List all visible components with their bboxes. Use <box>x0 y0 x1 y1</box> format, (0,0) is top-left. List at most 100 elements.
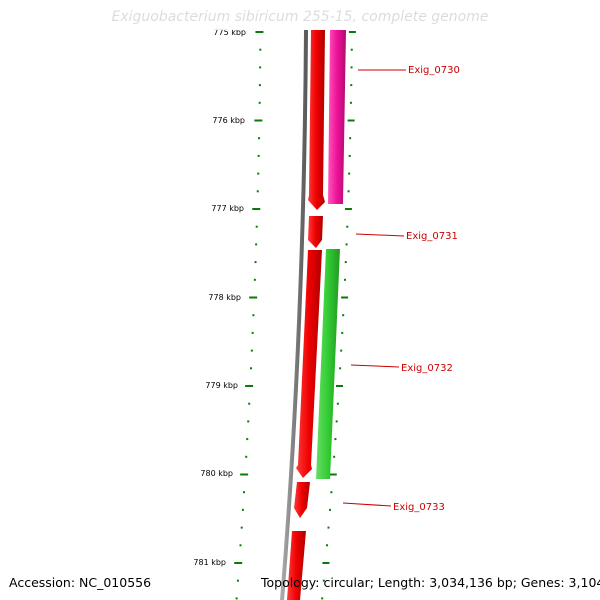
minor-tick <box>243 491 246 494</box>
minor-tick <box>235 597 238 600</box>
minor-tick <box>247 420 250 423</box>
outer-ring-tick <box>343 278 346 281</box>
title-backdrop <box>108 6 492 30</box>
outer-ring-tick <box>344 261 347 264</box>
gene-label-exig-0733[interactable]: Exig_0733 <box>342 502 445 513</box>
outer-ring-tick <box>335 420 338 423</box>
gene-feature-green <box>316 249 340 479</box>
outer-ring-tick <box>329 473 337 476</box>
outer-ring-tick <box>344 208 352 210</box>
accession-text: Accession: NC_010556 <box>9 575 152 590</box>
major-tick <box>245 385 254 387</box>
minor-tick <box>250 349 253 352</box>
outer-ring-tick <box>325 544 328 547</box>
minor-tick <box>259 66 262 69</box>
outer-ring-tick <box>346 225 349 228</box>
minor-tick <box>259 48 262 51</box>
outer-ring-tick <box>322 579 325 582</box>
gene-track <box>316 30 346 479</box>
minor-tick <box>250 367 253 370</box>
outer-ring-tick <box>348 31 356 33</box>
outer-ring-tick <box>345 243 348 246</box>
outer-ring-tick <box>321 597 324 600</box>
outer-ring-tick <box>341 296 349 299</box>
cds-feature <box>294 482 310 518</box>
minor-tick <box>240 526 243 529</box>
cds-feature <box>296 250 322 478</box>
minor-tick <box>253 278 256 281</box>
outer-ring-tick <box>350 84 353 87</box>
minor-tick <box>258 137 261 140</box>
gene-label-exig-0730[interactable]: Exig_0730 <box>358 65 460 76</box>
major-tick <box>254 119 263 122</box>
outer-ring-tick <box>347 190 350 193</box>
tick-label: 778 kbp <box>208 293 241 302</box>
major-tick <box>255 31 264 33</box>
tick-label: 780 kbp <box>200 469 233 478</box>
cds-feature <box>287 531 306 600</box>
gene-feature-magenta <box>328 30 346 204</box>
tick-label: 775 kbp <box>213 28 246 37</box>
outer-ring-tick <box>333 455 336 458</box>
svg-text:Exig_0733: Exig_0733 <box>393 502 445 513</box>
major-ticks <box>234 31 264 564</box>
minor-tick <box>236 579 239 582</box>
outer-ring-tick <box>336 385 344 387</box>
outer-ring-tick <box>341 331 344 334</box>
outer-ring-tick <box>350 48 353 51</box>
minor-tick <box>258 101 261 104</box>
minor-tick <box>257 154 260 157</box>
tick-label: 777 kbp <box>211 204 244 213</box>
major-tick <box>240 473 249 476</box>
outer-ring-tick <box>348 172 351 175</box>
outer-ring-tick <box>334 438 337 441</box>
minor-tick <box>251 331 254 334</box>
tick-label: 781 kbp <box>193 558 226 567</box>
gene-labels: Exig_0730 Exig_0731 Exig_0732 Exig_0733 <box>342 65 460 513</box>
outer-ring-tick <box>327 526 330 529</box>
outer-ring <box>321 31 356 600</box>
minor-tick <box>256 190 259 193</box>
outer-ring-tick <box>330 491 333 494</box>
major-tick <box>252 208 261 210</box>
cds-feature <box>308 30 325 210</box>
minor-tick <box>257 172 260 175</box>
minor-tick <box>248 402 251 405</box>
svg-text:Exig_0732: Exig_0732 <box>401 363 453 374</box>
genome-summary-text: Topology: circular; Length: 3,034,136 bp… <box>261 575 600 590</box>
outer-ring-tick <box>350 66 353 69</box>
outer-ring-tick <box>336 402 339 405</box>
outer-ring-tick <box>349 137 352 140</box>
gene-label-exig-0732[interactable]: Exig_0732 <box>350 363 453 374</box>
outer-ring-tick <box>322 562 330 564</box>
major-tick <box>249 296 258 299</box>
outer-ring-tick <box>339 367 342 370</box>
svg-text:Exig_0730: Exig_0730 <box>408 65 460 76</box>
minor-tick <box>255 243 258 246</box>
minor-tick <box>245 455 248 458</box>
svg-text:Exig_0731: Exig_0731 <box>406 231 458 242</box>
minor-tick <box>258 84 261 87</box>
minor-tick <box>255 225 258 228</box>
outer-ring-tick <box>340 349 343 352</box>
cds-track <box>287 30 325 600</box>
minor-tick <box>254 261 257 264</box>
outer-ring-tick <box>349 101 352 104</box>
tick-label: 776 kbp <box>212 116 245 125</box>
minor-tick <box>239 544 242 547</box>
outer-ring-tick <box>347 119 355 122</box>
minor-tick <box>246 438 249 441</box>
minor-tick <box>252 314 255 317</box>
genome-backbone <box>280 29 308 600</box>
tick-labels: 775 kbp 776 kbp 777 kbp 778 kbp 779 kbp … <box>193 28 246 567</box>
tick-ring <box>235 48 262 600</box>
outer-ring-tick <box>328 508 331 511</box>
cds-feature <box>308 216 323 248</box>
major-tick <box>234 562 243 564</box>
tick-label: 779 kbp <box>205 381 238 390</box>
outer-ring-tick <box>348 154 351 157</box>
outer-ring-tick <box>342 314 345 317</box>
gene-label-exig-0731[interactable]: Exig_0731 <box>355 231 458 242</box>
minor-tick <box>241 508 244 511</box>
